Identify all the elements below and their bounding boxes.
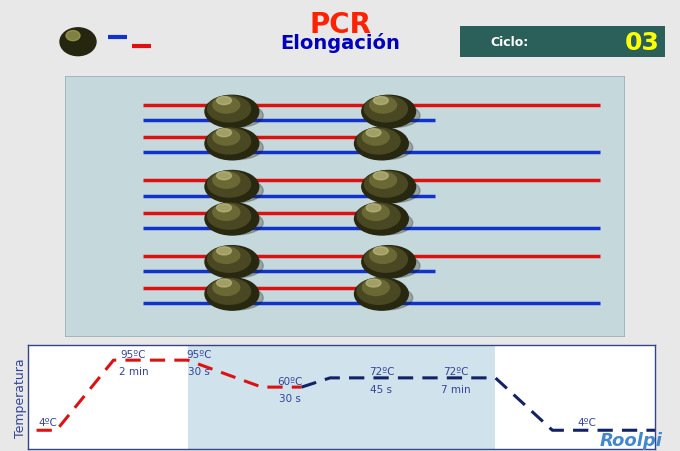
- Text: Roolpi: Roolpi: [600, 431, 663, 449]
- Ellipse shape: [205, 246, 259, 278]
- Text: 60ºC: 60ºC: [277, 376, 303, 386]
- Ellipse shape: [213, 130, 240, 146]
- Ellipse shape: [66, 32, 80, 41]
- Ellipse shape: [362, 280, 389, 296]
- Ellipse shape: [207, 97, 251, 123]
- Ellipse shape: [362, 130, 389, 146]
- Ellipse shape: [60, 29, 96, 56]
- Ellipse shape: [217, 129, 231, 138]
- Ellipse shape: [367, 179, 420, 203]
- Ellipse shape: [209, 136, 263, 160]
- Ellipse shape: [354, 203, 408, 235]
- FancyBboxPatch shape: [65, 77, 625, 337]
- Ellipse shape: [367, 254, 420, 278]
- Y-axis label: Temperatura: Temperatura: [14, 357, 27, 437]
- Ellipse shape: [367, 104, 420, 128]
- Ellipse shape: [357, 204, 400, 230]
- Ellipse shape: [217, 279, 231, 287]
- Ellipse shape: [207, 204, 251, 230]
- Ellipse shape: [205, 203, 259, 235]
- Ellipse shape: [357, 279, 400, 304]
- Text: 72ºC: 72ºC: [369, 367, 394, 377]
- Ellipse shape: [370, 173, 396, 189]
- Ellipse shape: [364, 97, 407, 123]
- Ellipse shape: [359, 136, 413, 160]
- Bar: [188, 345, 496, 449]
- Ellipse shape: [213, 98, 240, 114]
- Text: Elongación: Elongación: [280, 32, 400, 53]
- Ellipse shape: [205, 96, 259, 129]
- Ellipse shape: [207, 129, 251, 155]
- Ellipse shape: [366, 204, 381, 212]
- Ellipse shape: [207, 279, 251, 304]
- Ellipse shape: [366, 279, 381, 287]
- Text: 2 min: 2 min: [118, 367, 148, 377]
- Text: 4ºC: 4ºC: [38, 417, 57, 427]
- Ellipse shape: [209, 286, 263, 310]
- Ellipse shape: [213, 248, 240, 264]
- Ellipse shape: [364, 172, 407, 198]
- Ellipse shape: [213, 173, 240, 189]
- Ellipse shape: [213, 205, 240, 221]
- Text: 4ºC: 4ºC: [577, 417, 596, 427]
- Ellipse shape: [370, 248, 396, 264]
- Text: 45 s: 45 s: [371, 384, 392, 394]
- Text: 95ºC: 95ºC: [186, 349, 211, 359]
- Ellipse shape: [359, 211, 413, 235]
- Text: 30 s: 30 s: [188, 367, 210, 377]
- Text: 95ºC: 95ºC: [121, 349, 146, 359]
- Ellipse shape: [207, 247, 251, 272]
- Ellipse shape: [354, 278, 408, 310]
- Ellipse shape: [362, 205, 389, 221]
- Ellipse shape: [364, 247, 407, 272]
- Ellipse shape: [373, 97, 388, 106]
- Text: 7 min: 7 min: [441, 384, 471, 394]
- Ellipse shape: [205, 128, 259, 161]
- Ellipse shape: [213, 280, 240, 296]
- FancyBboxPatch shape: [460, 28, 665, 58]
- Ellipse shape: [209, 179, 263, 203]
- Ellipse shape: [370, 98, 396, 114]
- Text: Ciclo:: Ciclo:: [490, 36, 528, 49]
- Ellipse shape: [205, 171, 259, 203]
- Ellipse shape: [373, 247, 388, 255]
- Ellipse shape: [205, 278, 259, 310]
- Ellipse shape: [209, 104, 263, 128]
- Ellipse shape: [362, 171, 415, 203]
- Ellipse shape: [217, 247, 231, 255]
- Ellipse shape: [217, 204, 231, 212]
- Text: 30 s: 30 s: [279, 393, 301, 403]
- Ellipse shape: [359, 286, 413, 310]
- Ellipse shape: [362, 246, 415, 278]
- Text: 72ºC: 72ºC: [443, 367, 469, 377]
- Ellipse shape: [354, 128, 408, 161]
- Ellipse shape: [209, 211, 263, 235]
- Ellipse shape: [362, 96, 415, 129]
- Ellipse shape: [373, 172, 388, 180]
- Text: PCR: PCR: [309, 11, 371, 39]
- Ellipse shape: [366, 129, 381, 138]
- X-axis label: Tiempo: Tiempo: [318, 450, 364, 451]
- Ellipse shape: [217, 172, 231, 180]
- Text: 03: 03: [625, 31, 660, 55]
- Ellipse shape: [217, 97, 231, 106]
- Ellipse shape: [207, 172, 251, 198]
- Ellipse shape: [209, 254, 263, 278]
- Ellipse shape: [357, 129, 400, 155]
